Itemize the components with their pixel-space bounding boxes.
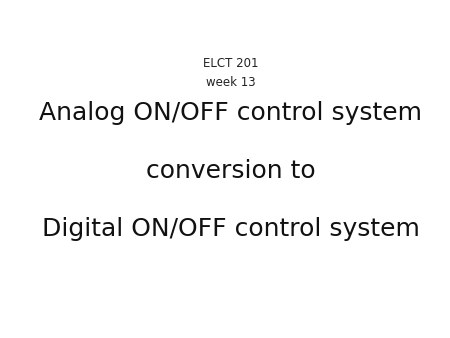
Text: ELCT 201
week 13: ELCT 201 week 13: [203, 57, 258, 90]
Text: Analog ON/OFF control system: Analog ON/OFF control system: [39, 101, 422, 125]
Text: conversion to: conversion to: [146, 159, 315, 183]
Text: Digital ON/OFF control system: Digital ON/OFF control system: [42, 217, 419, 241]
